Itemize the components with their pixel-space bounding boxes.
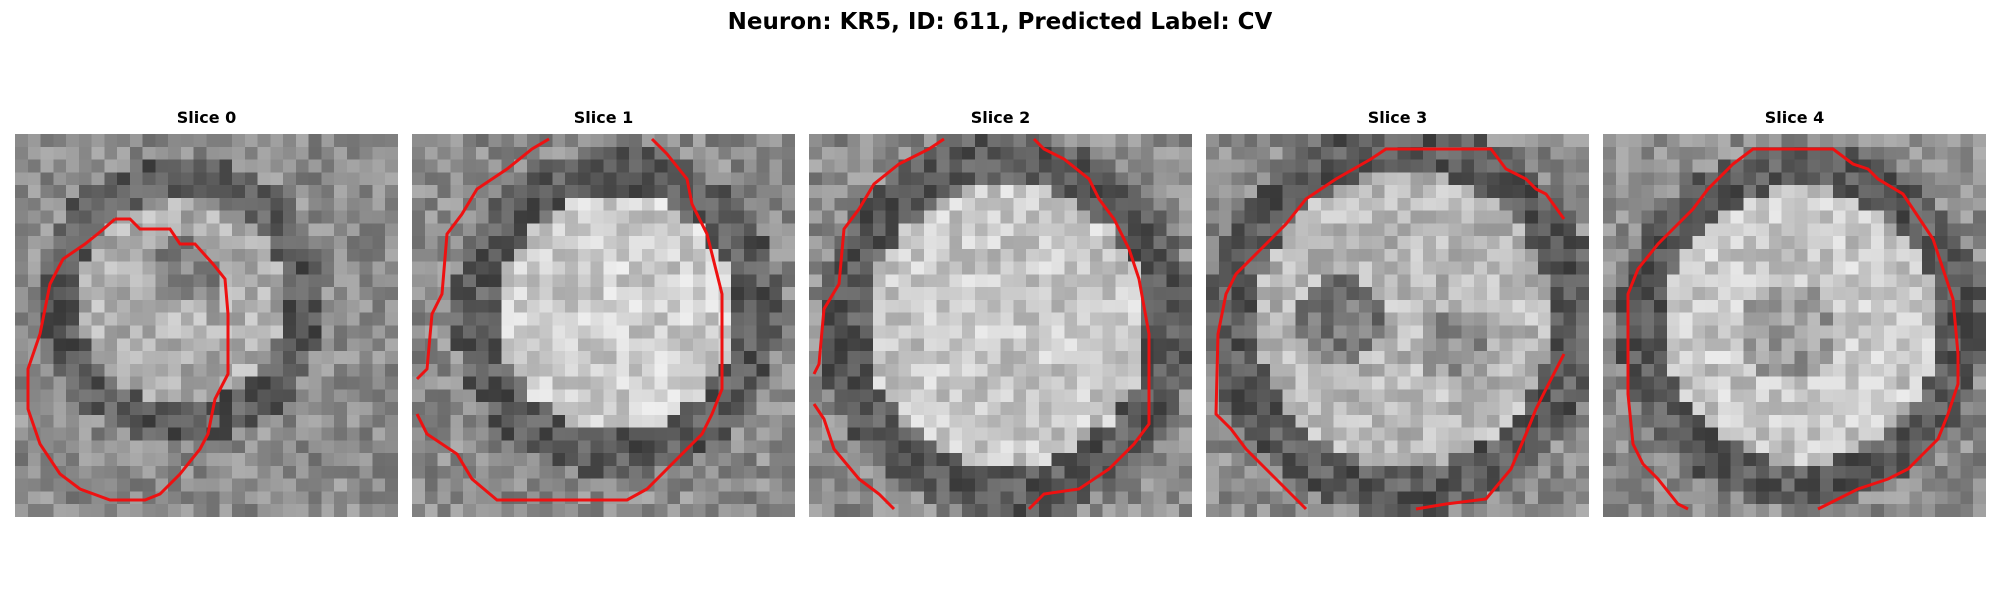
slice-2-title: Slice 2 xyxy=(970,108,1031,127)
figure-title: Neuron: KR5, ID: 611, Predicted Label: C… xyxy=(727,9,1273,35)
slice-0-contour xyxy=(26,217,230,502)
slice-0-panel: Slice 0 xyxy=(15,106,398,517)
slice-4-contour xyxy=(1626,147,1960,511)
slice-1-panel: Slice 1 xyxy=(412,106,795,517)
slice-1-contour xyxy=(415,137,550,381)
slice-4-panel: Slice 4 xyxy=(1603,106,1986,517)
slice-1-title: Slice 1 xyxy=(573,108,634,127)
slice-2-contour-b xyxy=(1027,137,1151,511)
slice-3-contour xyxy=(1214,147,1566,511)
slice-2-image xyxy=(809,134,1192,517)
slice-4-contour-overlay xyxy=(1626,147,1960,511)
slice-2-contour-c xyxy=(812,403,896,511)
slice-3-contour-b xyxy=(1415,353,1566,511)
slice-1-contour-overlay xyxy=(415,137,724,502)
slice-3-image xyxy=(1206,134,1589,517)
slice-1-image xyxy=(412,134,795,517)
slice-1-contour-b xyxy=(415,137,724,502)
slice-0-contour-overlay xyxy=(26,217,230,502)
slice-4-title: Slice 4 xyxy=(1764,108,1825,127)
slice-0-title: Slice 0 xyxy=(176,108,237,127)
slice-0-image xyxy=(15,134,398,517)
slice-3-title: Slice 3 xyxy=(1367,108,1428,127)
slice-2-contour-overlay xyxy=(812,137,1151,511)
slice-2-panel: Slice 2 xyxy=(809,106,1192,517)
slice-3-contour-overlay xyxy=(1214,147,1566,511)
slice-2-contour xyxy=(812,137,945,375)
slice-3-panel: Slice 3 xyxy=(1206,106,1589,517)
